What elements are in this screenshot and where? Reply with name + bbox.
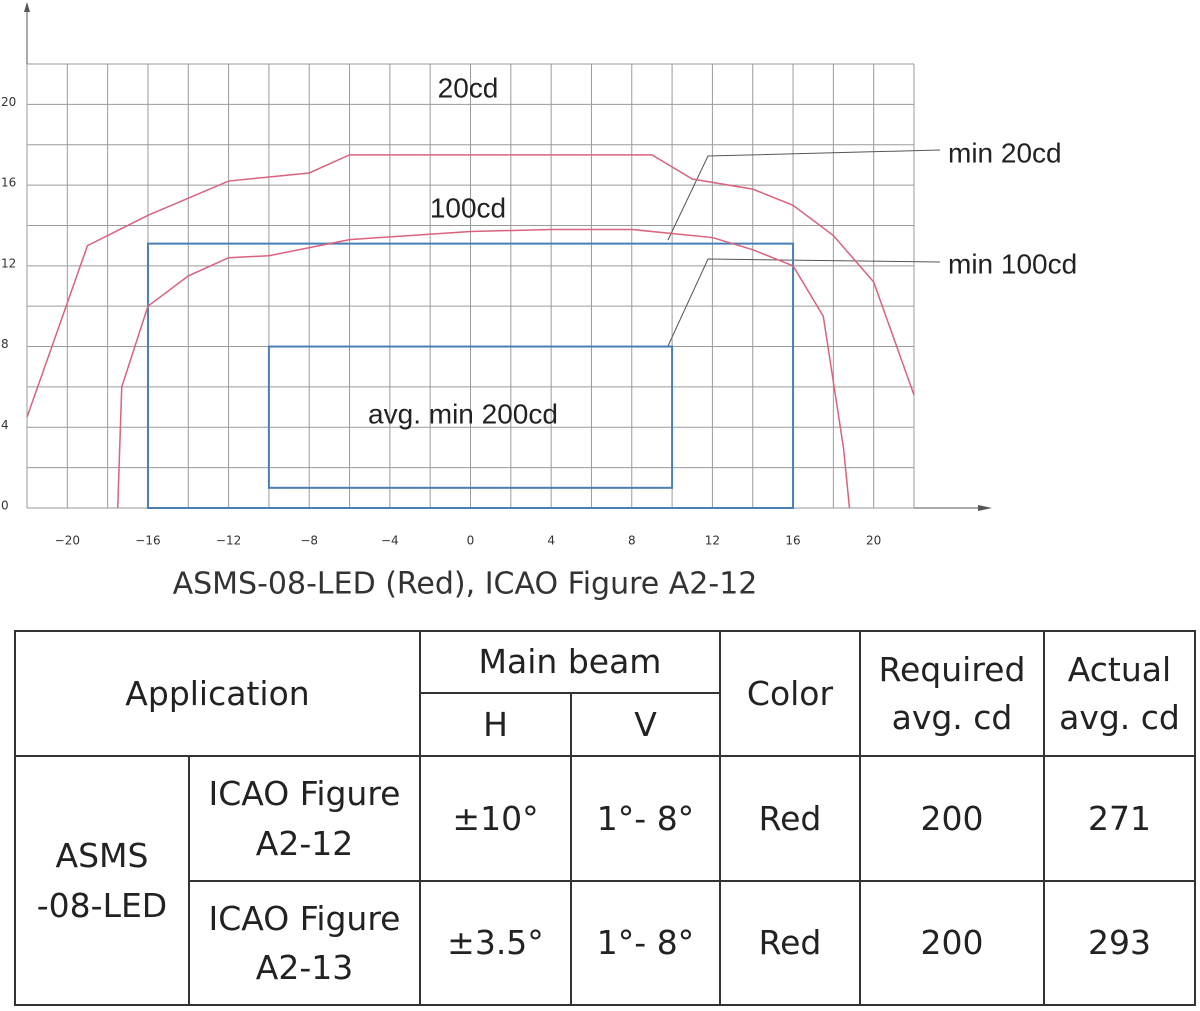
arrowhead (24, 2, 30, 12)
annotation: 100cd (430, 192, 506, 223)
y-tick-label: 20 (1, 95, 16, 109)
header-cell: Color (719, 630, 861, 757)
chart: ASMS-08-LED (Red), ICAO Figure A2-12 −20… (1, 2, 1077, 602)
header-cell: Main beam (419, 630, 721, 694)
chart-title: ASMS-08-LED (Red), ICAO Figure A2-12 (173, 567, 758, 602)
line-series (116, 228, 851, 509)
x-tick-label: 16 (785, 534, 800, 548)
y-tick-label: 16 (1, 176, 16, 190)
x-tick-label: −20 (55, 534, 80, 548)
region (146, 242, 795, 509)
x-tick-label: −12 (216, 534, 241, 548)
x-tick-label: −4 (381, 534, 399, 548)
annotation: 20cd (438, 72, 499, 103)
cell: 200 (859, 755, 1045, 882)
header-cell: Required avg. cd (859, 630, 1045, 757)
y-tick-label: 12 (1, 256, 16, 270)
annotation: min 100cd (948, 248, 1077, 279)
cell: Red (719, 755, 861, 882)
arrowhead (978, 505, 992, 511)
cell: 271 (1043, 755, 1196, 882)
cell: 1°- 8° (570, 880, 721, 1006)
header-cell: H (419, 692, 572, 757)
annotation: avg. min 200cd (368, 398, 558, 429)
grid (26, 63, 915, 509)
x-tick-label: 0 (467, 534, 475, 548)
x-tick-label: 12 (705, 534, 720, 548)
cell: ±10° (419, 755, 572, 882)
x-tick-label: 4 (547, 534, 555, 548)
group-cell: ASMS -08-LED (14, 755, 190, 1006)
cell: 200 (859, 880, 1045, 1006)
cell: 1°- 8° (570, 755, 721, 882)
x-tick-label: 20 (866, 534, 881, 548)
x-tick-label: −8 (300, 534, 318, 548)
region (267, 345, 674, 489)
y-tick-label: 4 (1, 418, 9, 432)
header-cell: V (570, 692, 721, 757)
y-tick-label: 0 (1, 499, 9, 513)
leader-line (667, 149, 941, 241)
spec-table: Application Main beam Color Required avg… (14, 630, 1196, 1006)
x-tick-label: 8 (628, 534, 636, 548)
cell: ICAO Figure A2-12 (188, 755, 421, 882)
y-tick-label: 8 (1, 337, 9, 351)
x-tick-label: −16 (135, 534, 160, 548)
cell: 293 (1043, 880, 1196, 1006)
annotation: min 20cd (948, 137, 1062, 168)
line-series (26, 154, 915, 418)
leader-line (667, 258, 941, 347)
header-cell: Application (14, 630, 421, 757)
cell: Red (719, 880, 861, 1006)
cell: ±3.5° (419, 880, 572, 1006)
header-cell: Actual avg. cd (1043, 630, 1196, 757)
cell: ICAO Figure A2-13 (188, 880, 421, 1006)
